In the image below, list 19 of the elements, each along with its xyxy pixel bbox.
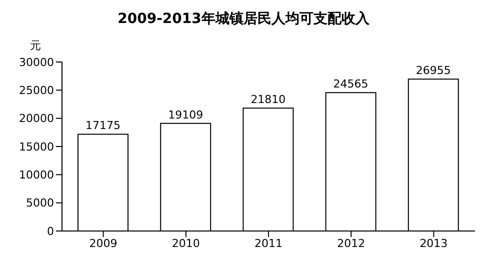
data-label: 24565 bbox=[333, 78, 368, 91]
x-tick-label: 2012 bbox=[337, 236, 366, 250]
y-axis-title: 元 bbox=[30, 38, 41, 53]
y-tick-label: 15000 bbox=[19, 140, 54, 154]
y-tick-label: 10000 bbox=[19, 168, 54, 182]
data-label: 21810 bbox=[250, 93, 286, 106]
chart-title: 2009-2013年城镇居民人均可支配收入 bbox=[116, 10, 370, 28]
data-label: 17175 bbox=[86, 119, 120, 132]
y-tick-label: 5000 bbox=[26, 196, 54, 210]
y-tick-label: 20000 bbox=[19, 112, 54, 126]
data-label: 19109 bbox=[168, 108, 204, 122]
data-label: 26955 bbox=[416, 64, 451, 78]
y-tick-label: 30000 bbox=[19, 56, 54, 69]
x-tick-label: 2011 bbox=[254, 236, 282, 250]
x-tick-label: 2010 bbox=[172, 236, 200, 250]
y-tick-label: 0 bbox=[47, 224, 54, 238]
x-tick-label: 2013 bbox=[420, 236, 448, 250]
y-tick-label: 25000 bbox=[19, 84, 54, 98]
x-tick-label: 2009 bbox=[89, 236, 118, 250]
